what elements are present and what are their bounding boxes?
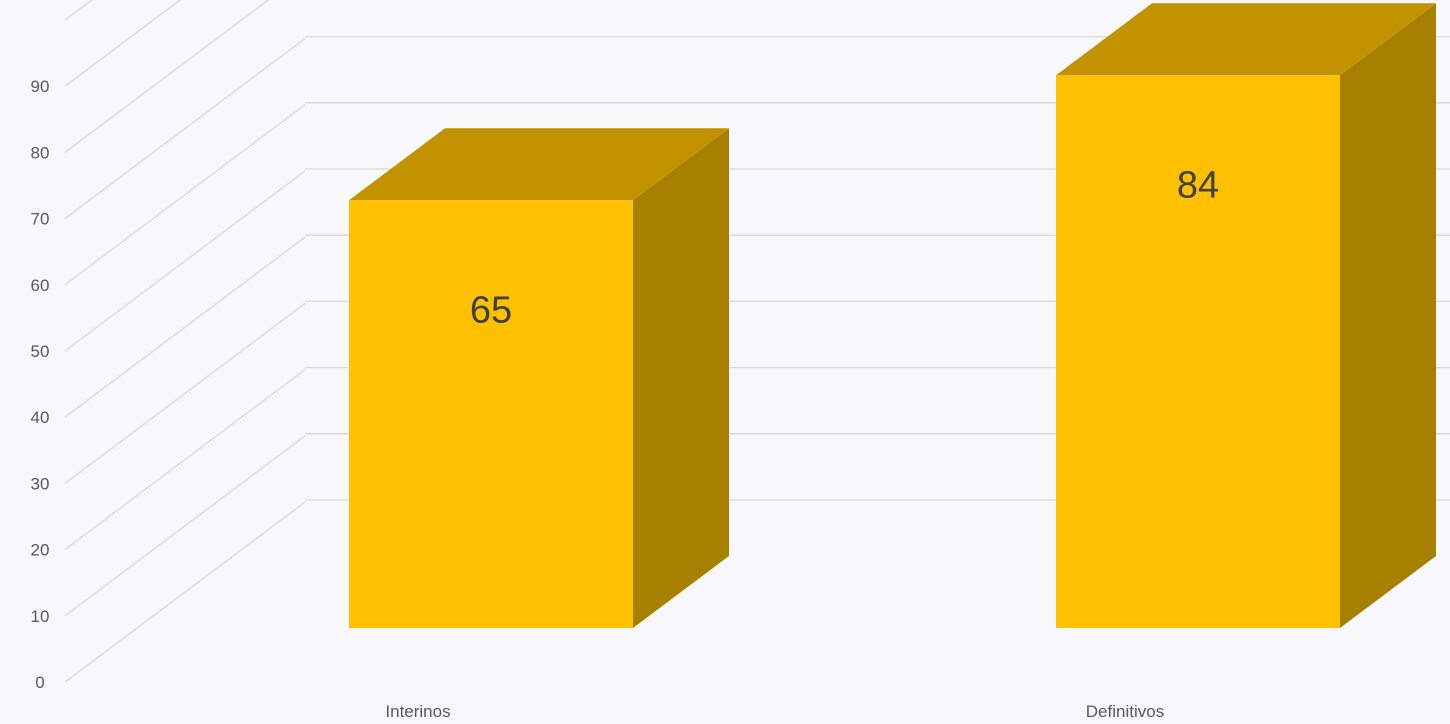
y-tick-label: 80: [31, 143, 50, 162]
gridline-diagonal: [64, 501, 306, 683]
gridline-diagonal: [64, 435, 306, 617]
y-tick-label: 10: [31, 607, 50, 626]
gridline-diagonal: [64, 0, 270, 153]
gridline-diagonal: [64, 38, 306, 220]
x-category-label: Definitivos: [1086, 702, 1164, 721]
y-tick-label: 50: [31, 342, 50, 361]
bar-top-face: [1056, 3, 1436, 76]
bar-layer: 65 84: [349, 3, 1436, 629]
y-tick-label: 40: [31, 408, 50, 427]
y-tick-label: 90: [31, 77, 50, 96]
y-axis-ticks: 0 10 20 30 40 50 60 70 80 90: [31, 77, 50, 692]
bar-definitivos: 84: [1056, 3, 1436, 629]
bar-interinos: 65: [349, 128, 729, 629]
x-category-label: Interinos: [385, 702, 450, 721]
gridline-diagonal: [64, 0, 93, 21]
gridline-diagonal: [64, 104, 306, 286]
y-tick-label: 0: [35, 673, 44, 692]
gridline-diagonal: [64, 369, 306, 551]
y-tick-label: 20: [31, 541, 50, 560]
bar-top-face: [349, 128, 729, 201]
y-tick-label: 70: [31, 210, 50, 229]
data-label: 84: [1177, 164, 1219, 206]
bar-side-face: [633, 128, 729, 629]
gridline-diagonal: [64, 302, 306, 484]
y-tick-label: 30: [31, 474, 50, 493]
data-label: 65: [470, 289, 512, 331]
x-axis-labels: Interinos Definitivos: [385, 702, 1164, 721]
gridline-diagonal: [64, 236, 306, 418]
gridline-diagonal: [64, 170, 306, 352]
bar-front-face: [1056, 75, 1340, 629]
y-tick-label: 60: [31, 276, 50, 295]
bar-side-face: [1340, 3, 1436, 628]
bar-front-face: [349, 200, 633, 629]
gridline-diagonal: [64, 0, 182, 87]
